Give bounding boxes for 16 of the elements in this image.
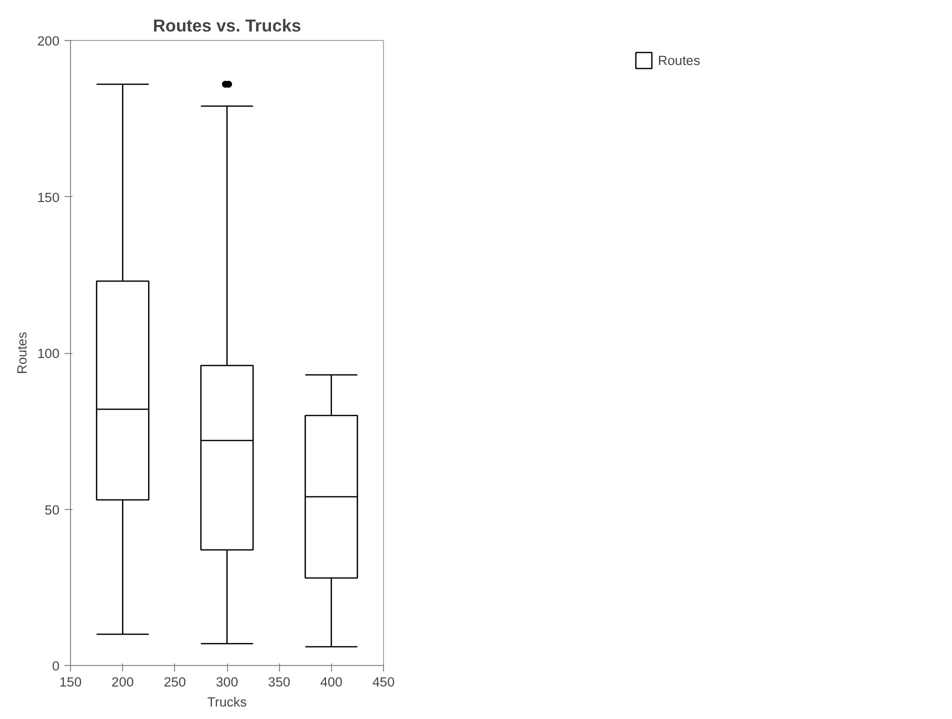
x-tick-label: 450 [372, 674, 395, 690]
x-axis-title: Trucks [207, 694, 248, 710]
chart-title: Routes vs. Trucks [152, 16, 302, 36]
y-tick-label: 200 [37, 34, 60, 48]
y-tick-label: 0 [52, 658, 60, 674]
x-tick-label: 350 [268, 674, 290, 690]
legend-label: Routes [658, 52, 700, 68]
x-tick-label: 150 [59, 674, 82, 690]
x-tick-label: 250 [164, 674, 186, 690]
x-tick-label: 300 [216, 674, 238, 690]
x-tick-label: 200 [112, 674, 134, 690]
y-tick-label: 100 [37, 346, 60, 361]
y-axis-title: Routes [14, 332, 30, 374]
x-tick-label: 400 [320, 674, 342, 690]
y-tick-label: 50 [44, 502, 60, 518]
y-tick-label: 150 [37, 190, 60, 205]
